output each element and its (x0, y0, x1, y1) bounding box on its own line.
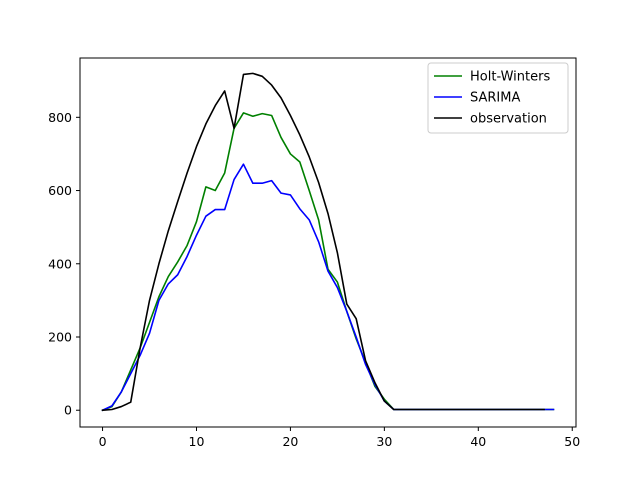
legend-label: Holt-Winters (470, 70, 550, 85)
axes-layer: 0 10 20 30 40 50 0 200 400 600 800 (48, 57, 580, 449)
x-tick-label: 30 (376, 434, 392, 449)
y-tick-label: 400 (48, 256, 72, 271)
legend-label: observation (470, 112, 547, 127)
y-tick-label: 600 (48, 183, 72, 198)
x-tick-label: 20 (282, 434, 298, 449)
series-line-observation (101, 72, 545, 412)
x-tick-label: 0 (99, 434, 107, 449)
legend-box (427, 62, 569, 134)
legend: Holt-Winters SARIMA observation (427, 62, 569, 134)
axes-frame (79, 57, 577, 428)
legend-label: SARIMA (470, 91, 520, 106)
y-tick-label: 800 (48, 110, 72, 125)
x-tick-label: 10 (189, 434, 205, 449)
series-layer (101, 72, 555, 412)
series-line-sarima (101, 163, 555, 412)
x-tick-label: 50 (564, 434, 580, 449)
series-line-holt-winters (101, 112, 555, 412)
y-tick-label: 0 (64, 403, 72, 418)
x-tick-label: 40 (470, 434, 486, 449)
y-tick-label: 200 (48, 330, 72, 345)
